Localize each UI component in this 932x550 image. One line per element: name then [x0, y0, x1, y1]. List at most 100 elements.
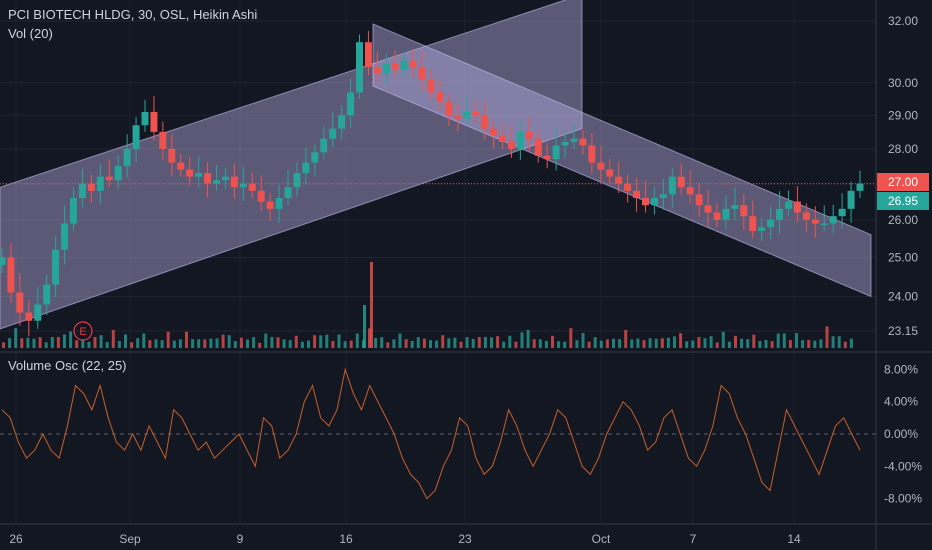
candle[interactable]	[543, 143, 551, 169]
candle[interactable]	[749, 200, 757, 239]
candle[interactable]	[248, 172, 256, 198]
candle[interactable]	[87, 174, 95, 203]
candle[interactable]	[570, 124, 578, 149]
candle[interactable]	[400, 52, 408, 79]
candle[interactable]	[579, 130, 587, 155]
candle[interactable]	[534, 130, 542, 163]
candle[interactable]	[275, 184, 283, 223]
candle[interactable]	[695, 183, 703, 217]
candle[interactable]	[820, 205, 828, 231]
candle[interactable]	[802, 203, 810, 232]
candle[interactable]	[61, 205, 69, 265]
candle[interactable]	[0, 247, 6, 273]
candle[interactable]	[391, 50, 399, 77]
candle[interactable]	[642, 180, 649, 213]
candle[interactable]	[731, 187, 739, 221]
candle[interactable]	[195, 156, 203, 188]
candle[interactable]	[516, 121, 524, 160]
price-channel-2[interactable]	[372, 23, 872, 298]
candle[interactable]	[615, 161, 623, 193]
volume-legend[interactable]: Vol (20)	[8, 26, 53, 41]
candle[interactable]	[311, 143, 319, 176]
candle[interactable]	[25, 300, 33, 337]
candle[interactable]	[320, 126, 328, 160]
candle[interactable]	[472, 101, 480, 124]
candle[interactable]	[507, 125, 515, 158]
candle[interactable]	[230, 163, 238, 199]
candle[interactable]	[373, 51, 381, 84]
candle[interactable]	[266, 192, 274, 221]
candle[interactable]	[141, 99, 149, 132]
oscillator-legend[interactable]: Volume Osc (22, 25)	[8, 358, 127, 373]
candle[interactable]	[96, 163, 104, 205]
candle[interactable]	[847, 181, 855, 223]
candle[interactable]	[293, 162, 301, 197]
candle[interactable]	[490, 120, 498, 149]
candle[interactable]	[123, 134, 131, 178]
candle[interactable]	[561, 131, 569, 159]
candle[interactable]	[624, 174, 632, 203]
candle[interactable]	[650, 186, 658, 215]
candle[interactable]	[34, 287, 42, 329]
candle[interactable]	[525, 117, 533, 152]
candle[interactable]	[552, 128, 560, 171]
candle[interactable]	[177, 154, 185, 177]
candle[interactable]	[686, 169, 694, 204]
candle[interactable]	[785, 190, 792, 217]
candle[interactable]	[856, 170, 864, 198]
candle[interactable]	[132, 116, 140, 162]
candle[interactable]	[713, 203, 721, 228]
candle[interactable]	[159, 121, 167, 160]
candle[interactable]	[838, 193, 846, 228]
candle[interactable]	[481, 101, 489, 140]
candle[interactable]	[7, 243, 15, 303]
candle[interactable]	[213, 165, 220, 191]
candle[interactable]	[418, 51, 426, 92]
candle[interactable]	[114, 155, 122, 190]
candle[interactable]	[722, 195, 730, 230]
candle[interactable]	[436, 78, 444, 111]
earnings-marker[interactable]: E	[73, 321, 93, 341]
candle[interactable]	[606, 158, 614, 184]
oscillator-line[interactable]	[1, 367, 861, 500]
candle[interactable]	[257, 175, 265, 212]
candle[interactable]	[382, 54, 390, 86]
price-channel-1[interactable]	[0, 0, 583, 330]
candle[interactable]	[588, 132, 596, 174]
candle[interactable]	[204, 162, 212, 198]
candle[interactable]	[668, 167, 676, 209]
candle[interactable]	[43, 274, 51, 316]
chart-title[interactable]: PCI BIOTECH HLDG, 30, OSL, Heikin Ashi	[8, 7, 258, 22]
candle[interactable]	[284, 169, 292, 206]
candle[interactable]	[338, 105, 346, 140]
candle[interactable]	[463, 95, 471, 126]
candle[interactable]	[767, 206, 775, 240]
candle[interactable]	[445, 94, 453, 126]
candle[interactable]	[52, 235, 60, 298]
candle[interactable]	[168, 134, 176, 176]
candle[interactable]	[740, 194, 748, 231]
candle[interactable]	[409, 49, 417, 78]
candle[interactable]	[793, 186, 801, 223]
candle[interactable]	[811, 206, 819, 238]
candle[interactable]	[16, 273, 24, 326]
candle[interactable]	[499, 122, 506, 149]
candle[interactable]	[454, 103, 462, 132]
candle[interactable]	[677, 163, 685, 195]
candle[interactable]	[427, 69, 435, 99]
candle[interactable]	[758, 217, 766, 241]
candle[interactable]	[356, 34, 363, 99]
candle[interactable]	[364, 30, 372, 76]
candle[interactable]	[221, 167, 229, 190]
candle[interactable]	[329, 112, 337, 148]
candle[interactable]	[597, 145, 605, 183]
candle[interactable]	[302, 147, 310, 185]
candle[interactable]	[829, 204, 837, 234]
candle[interactable]	[347, 78, 355, 128]
candle[interactable]	[78, 168, 86, 208]
candle[interactable]	[704, 189, 712, 227]
candle[interactable]	[150, 95, 158, 141]
candle[interactable]	[776, 191, 784, 234]
candle[interactable]	[186, 156, 194, 186]
